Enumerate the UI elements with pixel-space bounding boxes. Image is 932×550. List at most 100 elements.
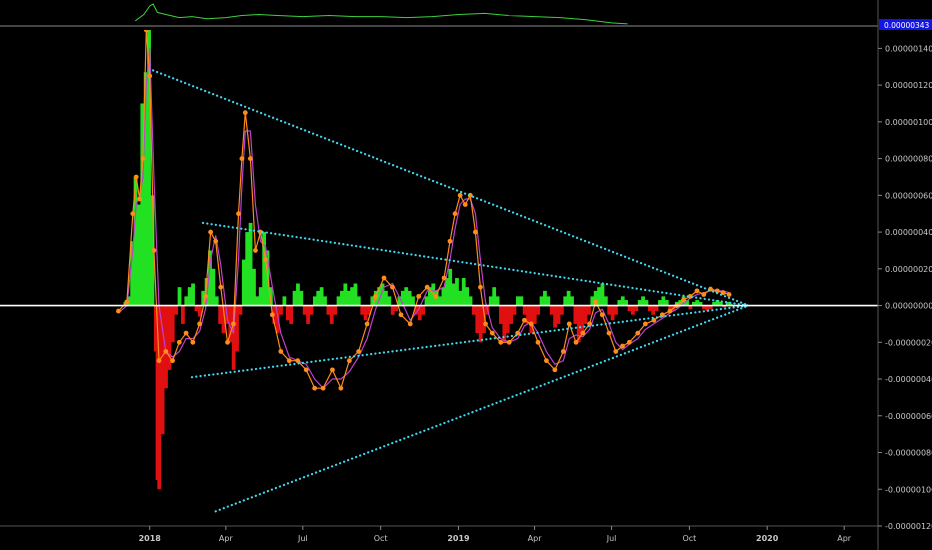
histogram-bar	[458, 290, 463, 306]
fast-line-marker	[701, 292, 707, 297]
histogram-bar	[593, 290, 598, 306]
histogram-bar	[387, 296, 392, 306]
histogram-bar	[292, 290, 297, 306]
histogram-bar	[241, 259, 246, 306]
histogram-bar	[725, 301, 730, 306]
fast-line-marker	[642, 321, 648, 327]
y-tick-label: -0.00000120	[885, 522, 932, 531]
histogram-bar	[522, 305, 527, 315]
histogram-bar	[465, 287, 470, 306]
x-tick-label: Apr	[837, 534, 852, 543]
trendline	[152, 69, 750, 307]
histogram-bar	[566, 290, 571, 306]
histogram-bar	[627, 305, 632, 312]
histogram-bar	[661, 296, 666, 306]
x-tick-label: Oct	[682, 534, 696, 543]
histogram-bar	[421, 305, 426, 315]
fast-line-marker	[295, 358, 301, 364]
fast-line-marker	[208, 229, 214, 235]
fast-line-marker	[143, 30, 149, 33]
fast-line-marker	[407, 321, 413, 327]
histogram-bar	[482, 305, 486, 334]
fast-line-marker	[303, 367, 309, 373]
histogram-bar	[346, 290, 351, 306]
histogram-bar	[529, 305, 534, 334]
x-axis[interactable]: 2018 Apr Jul Oct 2019 Apr Jul Oct 2020 Apr	[139, 526, 852, 543]
fast-line-marker	[213, 238, 219, 244]
histogram-bar	[255, 296, 260, 306]
fast-line-marker	[498, 339, 504, 345]
trendline	[201, 221, 750, 307]
fast-line-marker	[176, 339, 182, 345]
histogram-bar	[218, 305, 223, 324]
histogram-bar	[614, 305, 618, 315]
histogram-bar	[194, 305, 199, 312]
fast-line-marker	[364, 321, 370, 327]
histogram-bar	[455, 278, 459, 306]
fast-line-marker	[183, 330, 189, 336]
histogram-bar	[323, 296, 327, 306]
fast-line-marker	[381, 275, 387, 281]
fast-line-marker	[170, 358, 175, 364]
histogram-bar	[350, 287, 354, 306]
histogram-bar	[556, 305, 561, 324]
histogram-bar	[424, 296, 429, 306]
histogram-bar	[397, 296, 402, 306]
fast-line-marker	[320, 385, 326, 391]
fast-line-marker	[483, 321, 488, 327]
histogram-bar	[282, 296, 287, 306]
histogram-bar	[356, 296, 361, 306]
histogram-bar	[238, 305, 243, 315]
top-panel-line	[135, 3, 628, 25]
fast-line-marker	[506, 339, 512, 345]
fast-line-marker	[635, 330, 641, 336]
fast-line-marker	[613, 349, 619, 354]
y-axis[interactable]: 0.00000140 0.00000120 0.00000100 0.00000080…	[878, 44, 932, 531]
fast-line-marker	[416, 293, 422, 299]
histogram-bar	[153, 305, 157, 352]
fast-line-marker	[190, 339, 196, 345]
histogram-bar	[448, 268, 453, 306]
fast-line-marker	[580, 330, 586, 336]
histogram-bar	[316, 290, 321, 306]
y-tick-label: -0.00000060	[885, 412, 932, 421]
fast-line-marker	[269, 312, 275, 318]
histogram-bar	[312, 296, 317, 306]
y-tick-label: -0.00000040	[885, 375, 932, 384]
histogram-bar	[164, 305, 168, 389]
histogram-bar	[559, 305, 564, 315]
histogram-bar	[201, 290, 206, 306]
histogram-bar	[603, 296, 608, 306]
fast-line-marker	[140, 156, 146, 161]
histogram-bar	[546, 296, 551, 306]
price-tag-label: 0.00000343	[884, 21, 930, 30]
histogram-bar	[668, 305, 673, 310]
histogram-bar	[543, 290, 547, 306]
fast-line-marker	[147, 73, 153, 79]
fast-line-marker	[447, 238, 453, 244]
histogram-bar	[712, 301, 716, 306]
histogram-bars	[123, 30, 733, 490]
fast-line-marker	[544, 358, 549, 364]
histogram-bar	[417, 305, 422, 321]
y-tick-label: -0.00000080	[885, 449, 932, 458]
fast-line-marker	[338, 385, 344, 391]
histogram-bar	[536, 305, 541, 315]
histogram-bar	[641, 296, 645, 306]
fast-line-marker	[253, 248, 258, 253]
fast-line-marker	[312, 385, 318, 391]
histogram-bar	[637, 300, 642, 306]
histogram-bar	[367, 305, 371, 315]
fast-line-marker	[452, 211, 458, 217]
histogram-bar	[512, 305, 517, 315]
histogram-bar	[441, 287, 446, 306]
fast-line-marker	[133, 174, 139, 180]
histogram-bar	[444, 278, 449, 306]
fast-line-marker	[720, 290, 726, 296]
histogram-bar	[729, 303, 733, 306]
fast-line-marker	[714, 288, 720, 294]
histogram-bar	[235, 305, 239, 352]
histogram-bar	[177, 287, 182, 306]
fast-line-marker	[478, 284, 483, 290]
fast-line-marker	[535, 339, 541, 345]
